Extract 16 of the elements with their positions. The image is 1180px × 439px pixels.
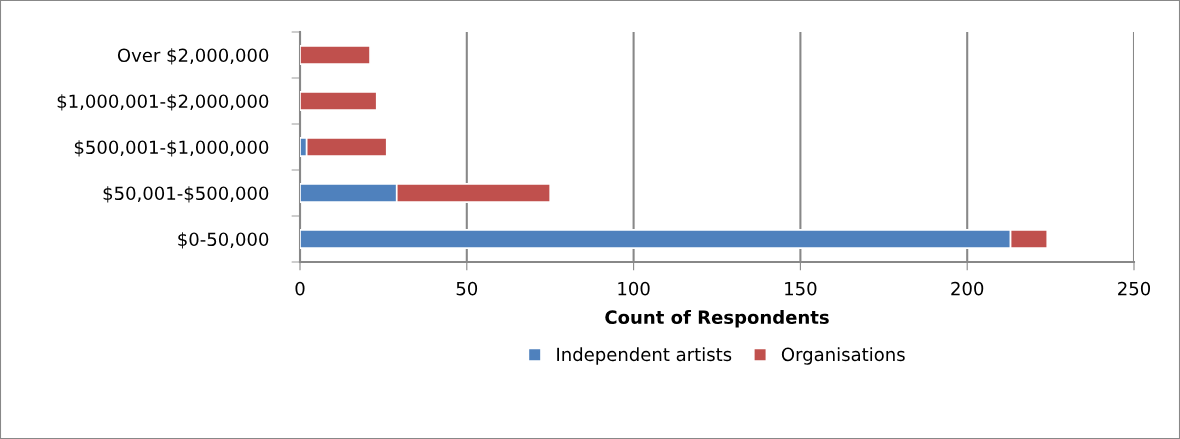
x-tick-label: 200: [951, 281, 984, 296]
bar: [300, 90, 378, 112]
x-tick-label: 50: [456, 281, 478, 296]
x-axis-title: Count of Respondents: [605, 310, 829, 328]
x-tick-label: 250: [1118, 281, 1151, 296]
y-tick-label: $500,001-$1,000,000: [74, 140, 269, 157]
legend-label: Independent artists: [557, 347, 732, 365]
x-tick-label: 150: [785, 281, 817, 296]
y-tick-label: $1,000,001-$2,000,000: [57, 94, 269, 111]
y-tick-label: $0-50,000: [178, 232, 269, 249]
bar: [300, 44, 371, 66]
x-tick-label: 100: [618, 281, 650, 296]
y-tick-label: Over $2,000,000: [117, 48, 269, 65]
y-tick-label: $50,001-$500,000: [103, 186, 269, 203]
legend-label: Organisations: [781, 347, 905, 365]
x-tick-label: 0: [295, 281, 305, 296]
